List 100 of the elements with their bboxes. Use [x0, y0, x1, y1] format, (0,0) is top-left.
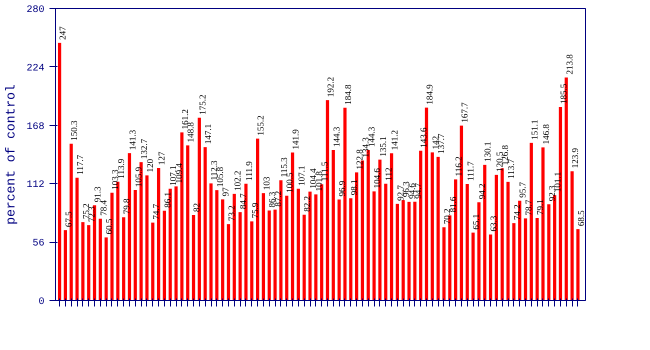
- y-tick-label: 168: [26, 122, 45, 133]
- data-label: 213.8: [564, 54, 574, 75]
- bar: [145, 175, 149, 300]
- bar: [396, 204, 399, 300]
- bar: [302, 214, 306, 300]
- bar: [430, 152, 434, 300]
- data-label: 67.5: [63, 210, 74, 228]
- bar: [198, 118, 201, 300]
- data-label: 147.1: [203, 124, 214, 144]
- data-label: 98.1: [348, 179, 359, 196]
- data-label: 105.9: [133, 166, 144, 188]
- bar: [221, 199, 224, 300]
- bar: [349, 198, 352, 300]
- data-label: 94.2: [476, 184, 487, 200]
- bar: [442, 227, 446, 300]
- data-label: 79.1: [535, 199, 546, 216]
- data-label: 141.2: [390, 130, 400, 150]
- y-tick-label: 280: [26, 5, 45, 16]
- bar: [226, 224, 230, 300]
- data-label: 104.6: [372, 168, 382, 188]
- data-label: 111.9: [244, 160, 254, 181]
- bar: [174, 186, 178, 300]
- bar: [285, 196, 288, 300]
- data-label: 68.5: [576, 210, 586, 226]
- bar: [192, 214, 196, 300]
- data-label: 155.2: [256, 115, 266, 136]
- bar: [413, 202, 416, 300]
- data-label: 192.2: [325, 76, 336, 98]
- bar: [512, 223, 516, 300]
- bar: [232, 194, 236, 300]
- data-label: 65.1: [471, 214, 482, 230]
- data-label: 75.9: [250, 202, 260, 218]
- data-label: 111.7: [465, 160, 476, 182]
- data-label: 95.7: [518, 181, 528, 198]
- data-label: 120: [144, 158, 155, 172]
- bar: [372, 191, 376, 300]
- data-label: 78.7: [524, 199, 534, 216]
- data-label: 100.5: [284, 172, 295, 193]
- bar: [262, 193, 266, 300]
- data-label: 70.2: [442, 208, 452, 224]
- bar: [87, 225, 90, 300]
- bar: [576, 229, 580, 300]
- bar: [215, 190, 218, 300]
- bar: [209, 183, 213, 300]
- data-label: 127: [156, 151, 167, 166]
- bar: [466, 184, 469, 300]
- y-tick-label: 0: [38, 297, 45, 308]
- data-label: 74.7: [150, 203, 161, 220]
- bar: [250, 221, 254, 300]
- bar: [122, 217, 126, 300]
- data-label: 247: [58, 26, 68, 40]
- data-label: 112: [384, 168, 394, 181]
- bar: [134, 190, 137, 300]
- bar: [268, 210, 271, 300]
- bar: [64, 230, 68, 300]
- data-label: 86.1: [162, 192, 172, 208]
- bar: [314, 194, 318, 300]
- bar: [75, 178, 79, 300]
- data-label: 130.1: [482, 142, 493, 162]
- data-label: 91.3: [92, 186, 103, 202]
- bar: [104, 237, 108, 300]
- data-label: 161.2: [180, 109, 190, 130]
- data-label: 79.8: [122, 198, 132, 214]
- data-label: 143.6: [418, 126, 429, 148]
- y-tick-label: 224: [26, 63, 45, 74]
- data-label: 116.2: [454, 156, 464, 176]
- bar: [390, 153, 394, 300]
- data-label: 74.2: [512, 204, 522, 220]
- data-label: 132.7: [139, 138, 150, 160]
- bar: [81, 222, 84, 300]
- bar: [407, 202, 411, 300]
- data-label: 175.2: [197, 94, 208, 115]
- data-label: 135.1: [378, 136, 388, 157]
- bar: [58, 42, 62, 300]
- data-label: 82.2: [302, 196, 312, 212]
- data-label: 63.3: [488, 215, 499, 232]
- data-label: 167.7: [459, 102, 470, 123]
- bar: [162, 210, 166, 300]
- bar: [471, 232, 475, 300]
- y-tick-label: 56: [32, 238, 45, 250]
- bar: [98, 218, 102, 300]
- bar: [332, 150, 335, 300]
- bar: [558, 107, 562, 300]
- bar: [186, 145, 190, 300]
- data-label: 150.3: [69, 120, 80, 141]
- data-label: 141.3: [127, 129, 138, 150]
- data-label: 146.8: [540, 124, 551, 144]
- bar: [518, 200, 522, 300]
- data-label: 144.3: [331, 126, 342, 148]
- data-label: 97: [220, 186, 231, 196]
- data-label: 107.1: [296, 166, 306, 186]
- data-label: 82: [192, 202, 202, 212]
- bar: [402, 200, 405, 300]
- data-label: 60.5: [104, 218, 114, 234]
- data-label: 103: [261, 176, 272, 190]
- bar: [436, 156, 440, 300]
- bar: [70, 144, 73, 300]
- bar: [488, 234, 492, 300]
- data-label: 151.1: [529, 120, 540, 140]
- bar: [296, 188, 300, 300]
